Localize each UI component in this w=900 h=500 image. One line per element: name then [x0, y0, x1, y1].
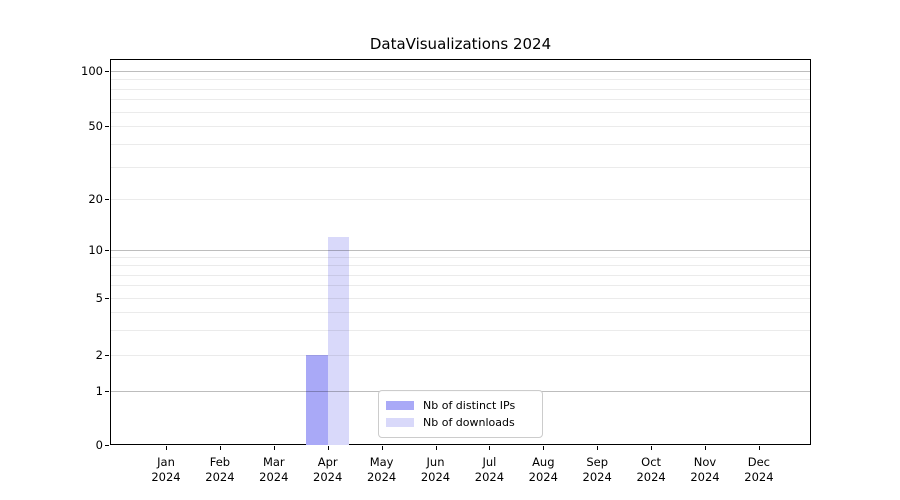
x-tick-mark	[435, 446, 437, 450]
x-tick-label: Oct 2024	[636, 455, 666, 484]
bar-downloads	[327, 236, 350, 445]
x-tick-mark	[758, 446, 760, 450]
y-tick-mark	[105, 298, 109, 299]
x-tick-mark	[543, 446, 545, 450]
y-tick-label: 100	[81, 64, 103, 78]
y-tick-label: 5	[95, 291, 103, 305]
axis-layer: 0 1 2 5 10 20 50 100 Jan 2024 Feb 2024 Mar 2024 Apr…	[81, 60, 810, 484]
gridline-minor	[111, 89, 810, 90]
x-tick-label: Nov 2024	[690, 455, 720, 484]
gridline-minor	[111, 330, 810, 331]
x-tick-mark	[489, 446, 491, 450]
x-tick-label: May 2024	[366, 455, 397, 484]
bar-distinct-ips	[306, 355, 328, 445]
y-tick-label: 1	[95, 384, 103, 398]
legend-item-distinct-ips: Nb of distinct IPs	[386, 397, 534, 414]
legend-label-downloads: Nb of downloads	[423, 416, 515, 429]
gridline-minor	[111, 257, 810, 258]
legend: Nb of distinct IPs Nb of downloads	[378, 390, 543, 438]
x-tick-mark	[381, 446, 383, 450]
y-tick-label: 2	[95, 348, 103, 362]
legend-label-distinct-ips: Nb of distinct IPs	[423, 399, 516, 412]
grid-layer	[111, 60, 810, 444]
y-tick-mark	[105, 250, 109, 251]
gridline-minor	[111, 126, 810, 127]
gridline-major	[111, 250, 810, 251]
x-tick-label: Sep 2024	[582, 455, 612, 484]
y-tick-mark	[105, 445, 109, 446]
gridline-minor	[111, 99, 810, 100]
gridline-minor	[111, 355, 810, 356]
x-tick-label: Feb 2024	[205, 455, 235, 484]
gridline-major	[111, 71, 810, 72]
gridline-minor	[111, 144, 810, 145]
x-tick-mark	[327, 446, 329, 450]
gridline-minor	[111, 167, 810, 168]
gridline-minor	[111, 298, 810, 299]
y-tick-mark	[105, 355, 109, 356]
plot-area: 0 1 2 5 10 20 50 100 Jan 2024 Feb 2024 Mar 2024 Apr…	[81, 59, 811, 484]
legend-swatch-downloads	[386, 418, 414, 427]
x-tick-mark	[597, 446, 599, 450]
gridline-minor	[111, 79, 810, 80]
y-tick-label: 0	[95, 438, 103, 452]
bars-layer	[111, 60, 810, 445]
x-tick-mark	[273, 446, 275, 450]
x-tick-label: Aug 2024	[528, 455, 558, 484]
legend-swatch-distinct-ips	[386, 401, 414, 410]
x-tick-mark	[166, 446, 167, 450]
x-tick-label: Mar 2024	[259, 455, 289, 484]
y-tick-mark	[105, 199, 109, 200]
x-tick-mark	[705, 446, 706, 450]
gridline-minor	[111, 312, 810, 313]
x-tick-label: Jan 2024	[151, 455, 181, 484]
x-tick-label: Jul 2024	[474, 455, 505, 484]
x-tick-label: Jun 2024	[420, 455, 451, 484]
y-tick-label: 20	[88, 192, 103, 206]
gridline-minor	[111, 112, 810, 113]
gridline-minor	[111, 199, 810, 200]
legend-item-downloads: Nb of downloads	[386, 414, 534, 431]
gridline-minor	[111, 265, 810, 266]
x-tick-label: Dec 2024	[744, 455, 774, 484]
y-tick-label: 50	[88, 119, 103, 133]
y-tick-mark	[105, 391, 109, 392]
y-tick-label: 10	[88, 243, 103, 257]
y-tick-mark	[105, 71, 109, 72]
gridline-minor	[111, 275, 810, 276]
gridline-minor	[111, 285, 810, 286]
x-tick-mark	[219, 446, 221, 450]
x-tick-mark	[651, 446, 653, 450]
y-tick-mark	[105, 126, 109, 127]
x-tick-label: Apr 2024	[313, 455, 343, 484]
chart-title: DataVisualizations 2024	[369, 35, 552, 53]
